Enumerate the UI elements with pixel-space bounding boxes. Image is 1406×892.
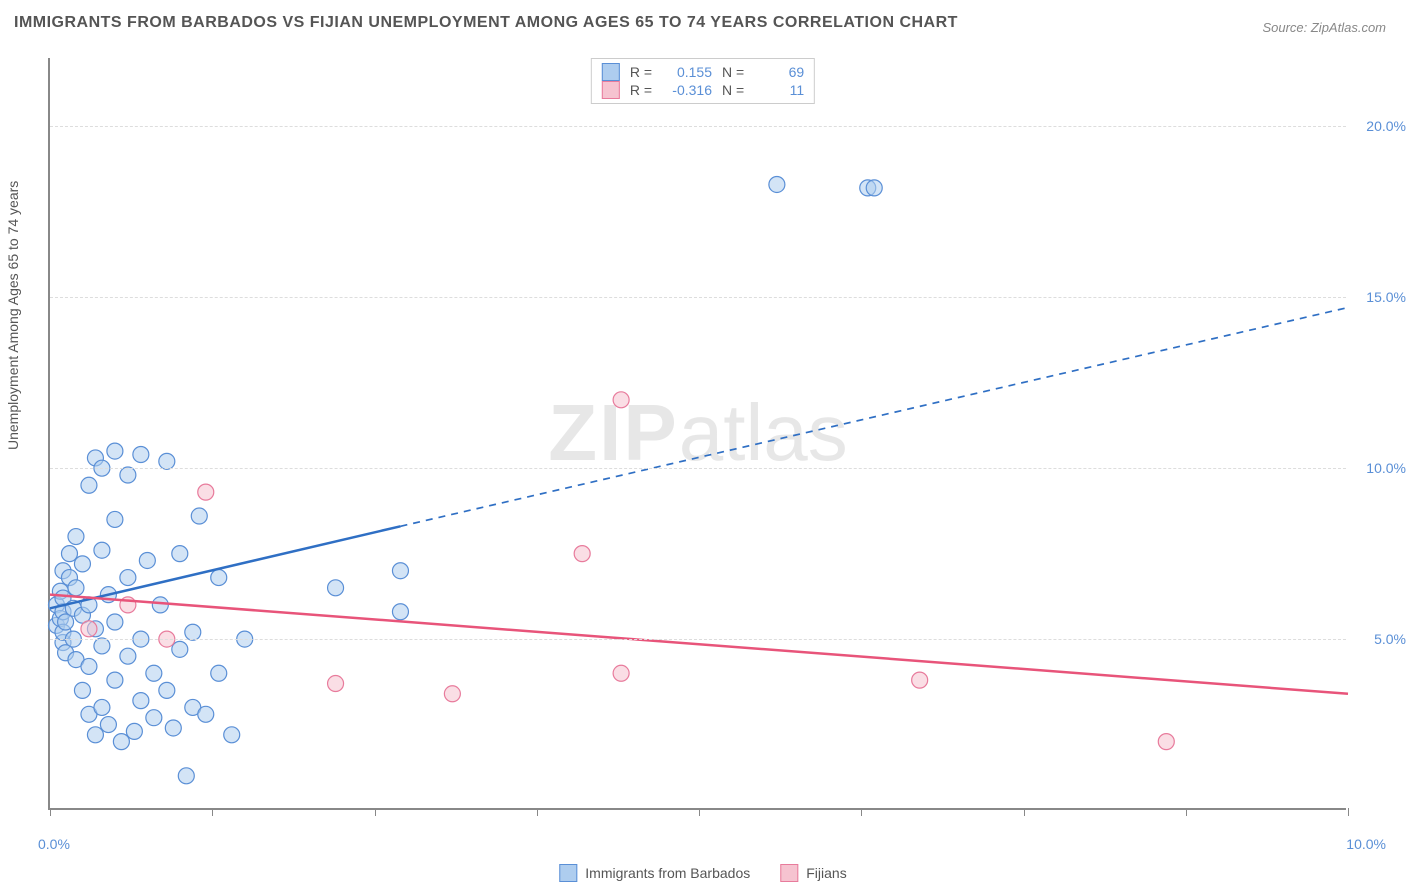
- grid-line: [50, 468, 1346, 469]
- x-axis-min-label: 0.0%: [38, 836, 70, 852]
- legend-item: Immigrants from Barbados: [559, 864, 750, 882]
- data-point: [74, 682, 90, 698]
- data-point: [107, 443, 123, 459]
- data-point: [211, 570, 227, 586]
- data-point: [68, 580, 84, 596]
- y-tick-label: 15.0%: [1351, 289, 1406, 305]
- legend-swatch: [602, 81, 620, 99]
- trend-line-extrapolated: [400, 308, 1348, 527]
- r-value: 0.155: [662, 64, 712, 80]
- legend-swatch: [602, 63, 620, 81]
- grid-line: [50, 126, 1346, 127]
- data-point: [113, 734, 129, 750]
- data-point: [107, 511, 123, 527]
- x-tick: [1024, 808, 1025, 816]
- data-point: [100, 717, 116, 733]
- data-point: [81, 621, 97, 637]
- data-point: [120, 467, 136, 483]
- data-point: [159, 682, 175, 698]
- data-point: [211, 665, 227, 681]
- data-point: [159, 453, 175, 469]
- x-axis-max-label: 10.0%: [1346, 836, 1386, 852]
- data-point: [613, 665, 629, 681]
- x-tick: [212, 808, 213, 816]
- data-point: [1158, 734, 1174, 750]
- legend-row: R = -0.316 N = 11: [602, 81, 804, 99]
- data-point: [94, 699, 110, 715]
- data-point: [120, 570, 136, 586]
- data-point: [198, 484, 214, 500]
- x-tick: [537, 808, 538, 816]
- y-tick-label: 5.0%: [1351, 631, 1406, 647]
- x-tick: [861, 808, 862, 816]
- data-point: [392, 604, 408, 620]
- x-tick: [699, 808, 700, 816]
- data-point: [126, 723, 142, 739]
- legend-row: R = 0.155 N = 69: [602, 63, 804, 81]
- n-label: N =: [722, 64, 744, 80]
- data-point: [152, 597, 168, 613]
- data-point: [574, 546, 590, 562]
- data-point: [866, 180, 882, 196]
- data-point: [191, 508, 207, 524]
- data-point: [107, 672, 123, 688]
- series-legend: Immigrants from Barbados Fijians: [559, 864, 846, 882]
- data-point: [133, 693, 149, 709]
- data-point: [139, 552, 155, 568]
- data-point: [120, 648, 136, 664]
- y-tick-label: 10.0%: [1351, 460, 1406, 476]
- data-point: [444, 686, 460, 702]
- legend-swatch: [780, 864, 798, 882]
- data-point: [224, 727, 240, 743]
- chart-title: IMMIGRANTS FROM BARBADOS VS FIJIAN UNEMP…: [14, 14, 958, 32]
- r-label: R =: [630, 64, 652, 80]
- data-point: [81, 477, 97, 493]
- source-attribution: Source: ZipAtlas.com: [1262, 20, 1386, 35]
- legend-swatch: [559, 864, 577, 882]
- r-label: R =: [630, 82, 652, 98]
- data-point: [81, 658, 97, 674]
- n-value: 11: [754, 82, 804, 98]
- data-point: [87, 727, 103, 743]
- data-point: [912, 672, 928, 688]
- data-point: [198, 706, 214, 722]
- data-point: [178, 768, 194, 784]
- data-point: [61, 546, 77, 562]
- r-value: -0.316: [662, 82, 712, 98]
- data-point: [94, 542, 110, 558]
- legend-label: Fijians: [806, 865, 846, 881]
- n-label: N =: [722, 82, 744, 98]
- data-point: [172, 546, 188, 562]
- y-axis-label: Unemployment Among Ages 65 to 74 years: [5, 181, 21, 450]
- chart-svg: [50, 58, 1346, 808]
- n-value: 69: [754, 64, 804, 80]
- data-point: [392, 563, 408, 579]
- legend-item: Fijians: [780, 864, 846, 882]
- data-point: [146, 710, 162, 726]
- data-point: [328, 580, 344, 596]
- x-tick: [50, 808, 51, 816]
- data-point: [185, 624, 201, 640]
- data-point: [613, 392, 629, 408]
- data-point: [328, 676, 344, 692]
- x-tick: [375, 808, 376, 816]
- correlation-legend: R = 0.155 N = 69 R = -0.316 N = 11: [591, 58, 815, 104]
- data-point: [146, 665, 162, 681]
- data-point: [769, 176, 785, 192]
- legend-label: Immigrants from Barbados: [585, 865, 750, 881]
- data-point: [94, 638, 110, 654]
- data-point: [165, 720, 181, 736]
- trend-line: [50, 526, 400, 608]
- x-tick: [1348, 808, 1349, 816]
- data-point: [172, 641, 188, 657]
- data-point: [133, 447, 149, 463]
- grid-line: [50, 639, 1346, 640]
- x-tick: [1186, 808, 1187, 816]
- data-point: [107, 614, 123, 630]
- grid-line: [50, 297, 1346, 298]
- plot-area: ZIPatlas 5.0%10.0%15.0%20.0%: [48, 58, 1346, 810]
- data-point: [74, 556, 90, 572]
- data-point: [68, 529, 84, 545]
- y-tick-label: 20.0%: [1351, 118, 1406, 134]
